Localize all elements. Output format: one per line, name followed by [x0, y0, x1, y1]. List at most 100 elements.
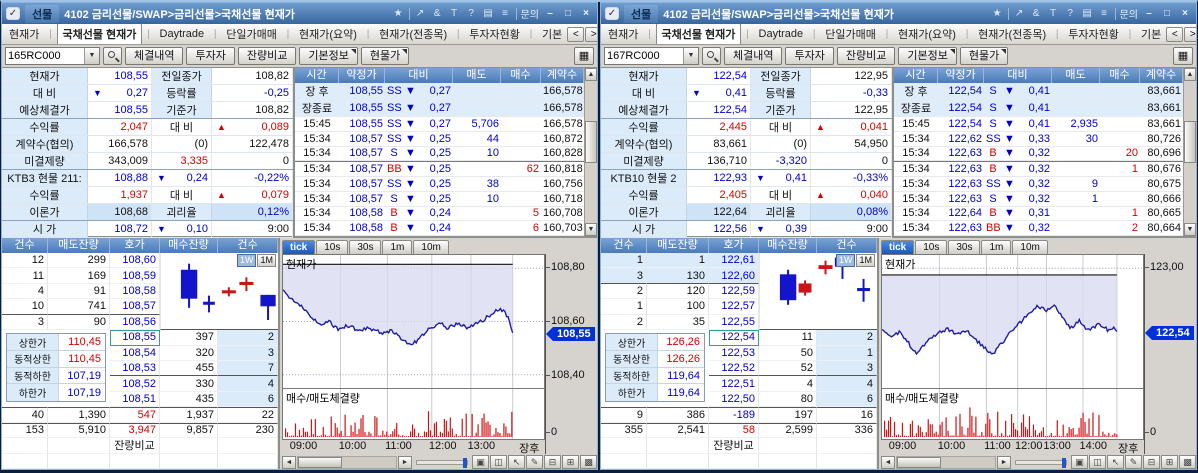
- draw-icon[interactable]: ✎: [1125, 455, 1142, 469]
- tab-0[interactable]: 현재가: [9, 29, 40, 41]
- app-name[interactable]: 선물: [25, 4, 60, 23]
- close-button[interactable]: ×: [583, 8, 589, 19]
- comment-icon[interactable]: ◫: [1089, 455, 1106, 469]
- inquiry-link[interactable]: 문의: [1119, 10, 1138, 21]
- scroll-right-icon[interactable]: ►: [997, 455, 1011, 469]
- zoom-out-icon[interactable]: ⊟: [1143, 455, 1160, 469]
- tab-nav-prev[interactable]: <: [567, 26, 585, 42]
- search-button[interactable]: [702, 47, 721, 65]
- popout-icon[interactable]: ↗: [415, 8, 425, 19]
- chart-tab-30s[interactable]: 30s: [948, 240, 981, 254]
- tab-7[interactable]: 기본: [1141, 29, 1162, 41]
- print-icon[interactable]: ▤: [1082, 8, 1092, 19]
- scroll-left-icon[interactable]: ◄: [881, 455, 895, 469]
- scroll-thumb[interactable]: [585, 120, 597, 164]
- tab-6[interactable]: 투자자현황: [1068, 29, 1119, 41]
- tab-1[interactable]: 국채선물 현재가: [655, 24, 742, 44]
- trade-row[interactable]: 장 후 108,55 SS ▼ 0,27 166,578: [295, 83, 584, 100]
- chart-tab-1m[interactable]: 1m: [382, 240, 413, 254]
- toolbar-button-4[interactable]: 현물가: [360, 47, 410, 65]
- chart-tab-tick[interactable]: tick: [282, 240, 316, 254]
- trade-row[interactable]: 15:34 122,63 B ▼ 0,32 1 80,676: [894, 161, 1183, 177]
- zoom-slider-knob[interactable]: [1062, 457, 1066, 468]
- tab-nav-prev[interactable]: <: [1166, 26, 1184, 42]
- trade-row[interactable]: 15:34 108,57 S ▼ 0,25 10 160,718: [295, 191, 584, 207]
- tab-6[interactable]: 투자자현황: [469, 29, 520, 41]
- vertical-scrollbar[interactable]: ▲ ▼: [584, 68, 597, 236]
- tab-2[interactable]: Daytrade: [159, 28, 205, 40]
- fullscreen-icon[interactable]: ▩: [580, 455, 597, 469]
- scroll-track[interactable]: [1184, 81, 1196, 223]
- tab-0[interactable]: 현재가: [608, 29, 639, 41]
- trade-row[interactable]: 15:34 122,63 B ▼ 0,32 20 80,696: [894, 146, 1183, 162]
- popout-icon[interactable]: ↗: [1014, 8, 1024, 19]
- h-scroll-track[interactable]: [896, 455, 996, 469]
- grid-view-button[interactable]: ▦: [574, 47, 594, 65]
- favorite-star-icon[interactable]: ★: [393, 8, 403, 19]
- snapshot-icon[interactable]: ▣: [1071, 455, 1088, 469]
- scroll-thumb[interactable]: [1184, 120, 1196, 164]
- trade-row[interactable]: 15:34 122,63 BB ▼ 0,32 2 80,664: [894, 221, 1183, 236]
- chart-tab-1m[interactable]: 1m: [981, 240, 1012, 254]
- print-icon[interactable]: ▤: [483, 8, 493, 19]
- tab-5[interactable]: 현재가(전종목): [978, 29, 1047, 41]
- app-name[interactable]: 선물: [624, 4, 659, 23]
- tab-3[interactable]: 단일가매매: [226, 29, 277, 41]
- h-scroll-thumb[interactable]: [298, 456, 343, 468]
- dropdown-arrow-icon[interactable]: ▼: [84, 48, 99, 64]
- scroll-up-icon[interactable]: ▲: [585, 68, 597, 81]
- zoom-slider-knob[interactable]: [463, 457, 467, 468]
- trade-row[interactable]: 15:34 108,57 SS ▼ 0,25 44 160,872: [295, 131, 584, 147]
- restore-button[interactable]: □: [1163, 8, 1171, 19]
- tab-7[interactable]: 기본: [542, 29, 563, 41]
- trade-row[interactable]: 장종료 108,55 SS ▼ 0,27 166,578: [295, 100, 584, 117]
- h-scroll-thumb[interactable]: [897, 456, 942, 468]
- scroll-left-icon[interactable]: ◄: [282, 455, 296, 469]
- favorite-star-icon[interactable]: ★: [992, 8, 1002, 19]
- draw-icon[interactable]: ✎: [526, 455, 543, 469]
- comment-icon[interactable]: ◫: [490, 455, 507, 469]
- chart-tab-10m[interactable]: 10m: [413, 240, 449, 254]
- link-icon[interactable]: &: [1032, 8, 1040, 19]
- trade-row[interactable]: 15:34 108,57 SS ▼ 0,25 38 160,756: [295, 177, 584, 192]
- chart-tab-10s[interactable]: 10s: [316, 240, 349, 254]
- trade-row[interactable]: 15:34 108,58 B ▼ 0,24 5 160,708: [295, 206, 584, 222]
- inquiry-link[interactable]: 문의: [520, 10, 539, 21]
- trade-row[interactable]: 15:34 122,62 SS ▼ 0,33 30 80,726: [894, 131, 1183, 147]
- text-tool-icon[interactable]: T: [1050, 8, 1057, 19]
- trade-row[interactable]: 장종료 122,54 S ▼ 0,41 83,661: [894, 100, 1183, 117]
- trade-row[interactable]: 15:34 122,63 S ▼ 0,32 1 80,666: [894, 191, 1183, 207]
- tab-nav-next[interactable]: >: [1184, 26, 1196, 42]
- toolbar-button-3[interactable]: 기본정보: [299, 47, 358, 65]
- link-icon[interactable]: &: [433, 8, 441, 19]
- trade-row[interactable]: 15:34 108,58 B ▼ 0,24 6 160,703: [295, 221, 584, 236]
- zoom-in-icon[interactable]: ⊞: [562, 455, 579, 469]
- vertical-scrollbar[interactable]: ▲ ▼: [1183, 68, 1196, 236]
- tab-3[interactable]: 단일가매매: [825, 29, 876, 41]
- search-button[interactable]: [103, 47, 122, 65]
- toolbar-button-2[interactable]: 잔량비교: [237, 47, 297, 65]
- help-icon[interactable]: ?: [468, 8, 474, 19]
- minimize-button[interactable]: –: [1146, 8, 1152, 19]
- dropdown-arrow-icon[interactable]: ▼: [683, 48, 698, 64]
- scroll-right-icon[interactable]: ►: [398, 455, 412, 469]
- toolbar-button-1[interactable]: 투자자: [785, 47, 834, 65]
- scroll-down-icon[interactable]: ▼: [1184, 223, 1196, 236]
- close-button[interactable]: ×: [1182, 8, 1188, 19]
- tab-1[interactable]: 국채선물 현재가: [56, 24, 143, 44]
- chart-tab-30s[interactable]: 30s: [349, 240, 382, 254]
- list-icon[interactable]: ≡: [502, 8, 509, 19]
- minimize-button[interactable]: –: [547, 8, 553, 19]
- chart-tab-10s[interactable]: 10s: [915, 240, 948, 254]
- zoom-slider[interactable]: [1015, 457, 1067, 468]
- crosshair-icon[interactable]: ↖: [508, 455, 525, 469]
- toolbar-button-0[interactable]: 체결내역: [724, 47, 783, 65]
- toolbar-button-2[interactable]: 잔량비교: [836, 47, 896, 65]
- tab-nav-next[interactable]: >: [585, 26, 597, 42]
- tab-2[interactable]: Daytrade: [758, 28, 804, 40]
- period-button-1w[interactable]: 1W: [236, 254, 257, 267]
- period-button-1w[interactable]: 1W: [835, 254, 856, 267]
- zoom-out-icon[interactable]: ⊟: [544, 455, 561, 469]
- trade-row[interactable]: 15:34 122,64 B ▼ 0,31 1 80,665: [894, 206, 1183, 222]
- trade-row[interactable]: 15:34 108,57 S ▼ 0,25 10 160,828: [295, 146, 584, 162]
